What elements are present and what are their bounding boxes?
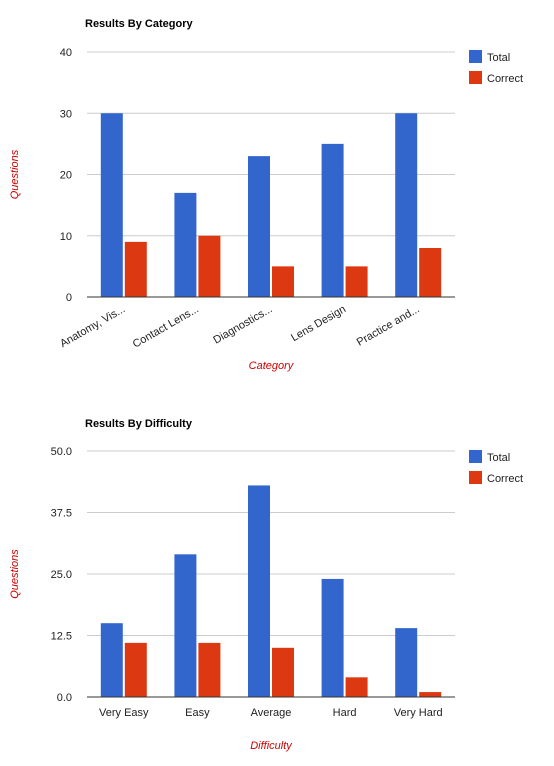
bar-total [395,113,418,297]
legend-swatch-total [469,450,482,463]
y-tick-label: 25.0 [51,569,72,581]
bar-correct [345,677,368,697]
difficulty-chart: Results By Difficulty 0.0 12.5 25.0 37.5 50.0… [0,400,554,761]
bar-correct [419,248,442,297]
x-tick-label: Lens Design [289,303,348,344]
y-tick-label: 0 [66,292,72,304]
bar-correct [198,235,221,297]
y-tick-label: 10 [60,231,72,243]
x-tick-label: Average [251,707,292,719]
bar-total [321,578,344,697]
y-tick-label: 20 [60,170,72,182]
bar-total [174,192,197,297]
y-tick-label: 40 [60,47,72,59]
y-axis-title: Questions [9,549,21,599]
y-tick-label: 30 [60,108,72,120]
bar-correct [345,266,368,297]
legend-label-correct: Correct [487,73,523,85]
bar-total [100,623,123,697]
bar-correct [272,266,294,297]
x-tick-label: Diagnostics... [211,303,274,346]
bar-correct [124,642,147,697]
x-tick-label: Practice and... [355,303,422,349]
bar-total [395,628,418,697]
bar-correct [124,241,147,297]
y-tick-label: 12.5 [51,631,72,643]
x-tick-label: Very Easy [99,707,149,719]
x-axis-title: Difficulty [250,740,293,752]
bar-correct [272,647,294,697]
bar-correct [198,642,221,697]
x-tick-label: Very Hard [394,707,443,719]
x-tick-label: Easy [185,707,210,719]
bar-total [174,554,197,697]
x-tick-label: Contact Lens... [131,303,201,350]
difficulty-chart-svg: Results By Difficulty 0.0 12.5 25.0 37.5 50.0… [9,418,523,752]
y-tick-label: 0.0 [57,692,72,704]
legend-label-total: Total [487,52,510,64]
bar-total [248,156,270,297]
x-tick-label: Hard [333,707,357,719]
difficulty-chart-title: Results By Difficulty [85,418,193,430]
category-chart: Results By Category 0 10 20 30 40 Anatomy, Vis… [9,18,523,372]
bar-total [248,485,270,697]
bar-correct [419,692,442,697]
legend-label-correct: Correct [487,473,523,485]
legend-swatch-correct [469,471,482,484]
legend-swatch-total [469,50,482,63]
legend-swatch-correct [469,71,482,84]
category-chart-svg: Results By Category 0 10 20 30 40 Anatomy, Vis… [9,18,523,372]
bar-total [321,143,344,297]
x-axis-title: Category [249,360,295,372]
bar-total [100,113,123,297]
x-tick-label: Anatomy, Vis... [58,303,127,350]
category-chart-title: Results By Category [85,18,193,30]
y-tick-label: 37.5 [51,508,72,520]
legend-label-total: Total [487,452,510,464]
y-tick-label: 50.0 [51,446,72,458]
y-axis-title: Questions [9,149,21,199]
